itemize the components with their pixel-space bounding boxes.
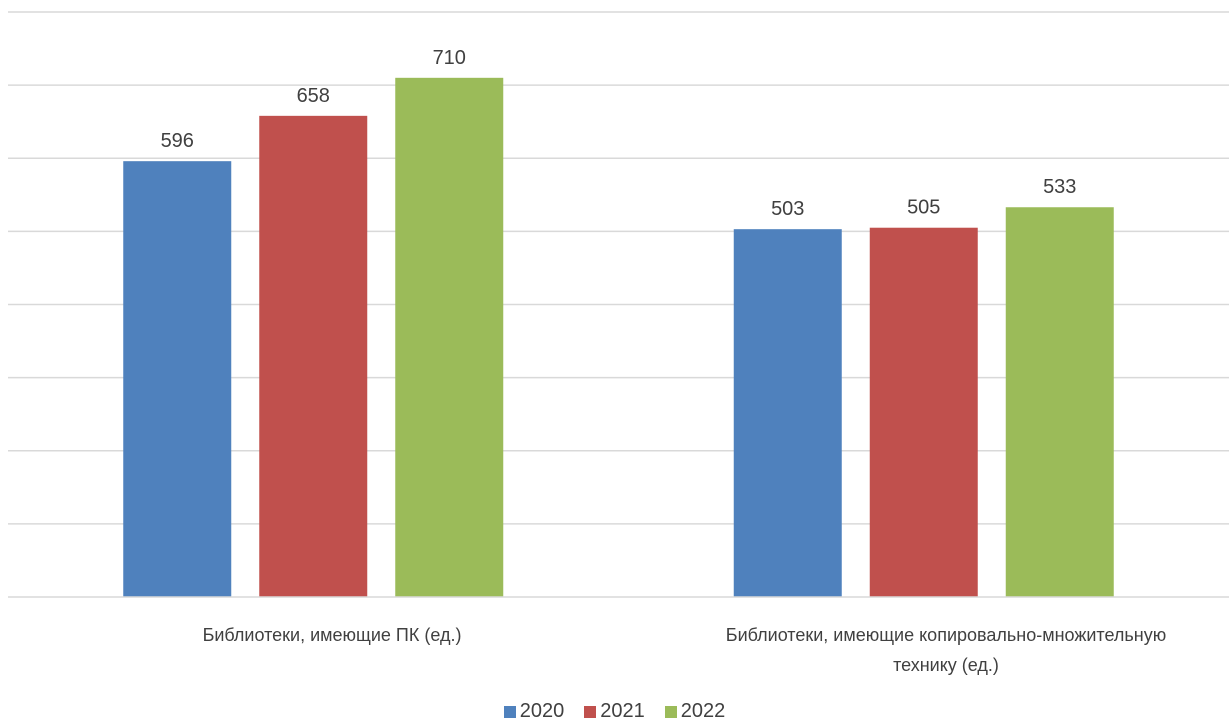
legend-item-2022[interactable]: 2022	[664, 700, 726, 723]
data-label-2021-cat-0: 658	[297, 85, 330, 107]
data-label-2022-cat-0: 710	[433, 47, 466, 69]
data-label-2021-cat-1: 505	[907, 197, 940, 219]
bar-2021-cat-0[interactable]	[259, 115, 368, 598]
bars	[123, 77, 1114, 598]
legend-swatch-2022	[664, 705, 677, 718]
bar-2020-cat-1[interactable]	[733, 229, 842, 597]
legend-item-2020[interactable]: 2020	[503, 700, 565, 723]
category-label-0-line-0: Библиотеки, имеющие ПК (ед.)	[202, 625, 462, 645]
data-label-2022-cat-1: 533	[1043, 176, 1076, 198]
legend-swatch-2021	[584, 705, 597, 718]
legend: 2020 2021 2022	[0, 700, 1229, 723]
bar-2022-cat-1[interactable]	[1005, 207, 1114, 597]
legend-label-2022: 2022	[680, 700, 726, 722]
data-label-2020-cat-0: 596	[161, 130, 194, 152]
bar-2020-cat-0[interactable]	[123, 161, 232, 598]
legend-label-2021: 2021	[600, 700, 645, 722]
bar-2022-cat-0[interactable]	[395, 77, 504, 597]
data-label-2020-cat-1: 503	[771, 198, 804, 220]
legend-item-2021[interactable]: 2021	[584, 700, 645, 723]
bar-2021-cat-1[interactable]	[869, 227, 978, 597]
category-label-1-line-0: Библиотеки, имеющие копировально-множите…	[725, 625, 1167, 645]
category-label-1: Библиотеки, имеющие копировально-множите…	[614, 620, 1229, 680]
category-label-0: Библиотеки, имеющие ПК (ед.)	[0, 620, 664, 650]
legend-swatch-2020	[503, 705, 516, 718]
data-labels: 596 658 710 503 505 533	[161, 47, 1077, 220]
legend-label-2020: 2020	[519, 700, 565, 722]
category-label-1-line-1: технику (ед.)	[893, 655, 999, 675]
